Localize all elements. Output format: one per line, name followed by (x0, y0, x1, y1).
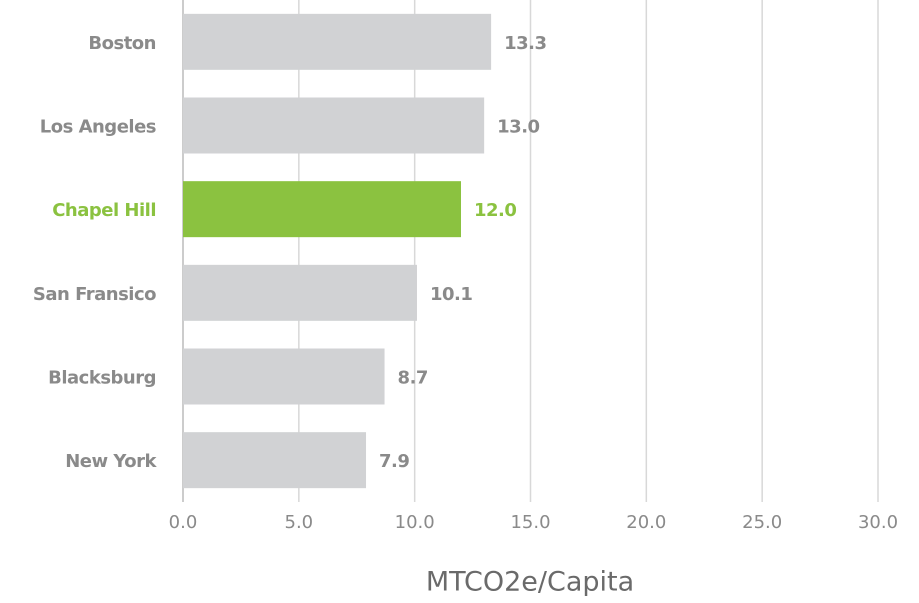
bar (183, 181, 461, 238)
category-label: Los Angeles (40, 117, 156, 138)
x-tick-label: 0.0 (169, 512, 198, 533)
x-tick-label: 25.0 (742, 512, 782, 533)
x-tick-label: 10.0 (395, 512, 435, 533)
category-label: Chapel Hill (52, 200, 156, 221)
x-tick-label: 30.0 (858, 512, 898, 533)
x-tick-label: 20.0 (626, 512, 666, 533)
bar (183, 432, 367, 489)
category-label: San Fransico (33, 284, 156, 305)
category-label: Boston (88, 33, 156, 54)
bar (183, 264, 417, 321)
bar (183, 348, 385, 405)
x-tick-label: 15.0 (510, 512, 550, 533)
bar (183, 97, 485, 154)
bar-value-label: 12.0 (474, 200, 516, 221)
bar-value-label: 13.0 (497, 117, 539, 138)
category-label: Blacksburg (48, 368, 156, 389)
bar-value-label: 8.7 (398, 368, 428, 389)
category-label: New York (65, 451, 157, 472)
bar-value-label: 7.9 (379, 451, 409, 472)
bar-value-label: 13.3 (504, 33, 546, 54)
bar-value-label: 10.1 (430, 284, 472, 305)
x-tick-label: 5.0 (285, 512, 314, 533)
bar (183, 13, 492, 70)
x-axis-title: MTCO2e/Capita (426, 567, 634, 598)
